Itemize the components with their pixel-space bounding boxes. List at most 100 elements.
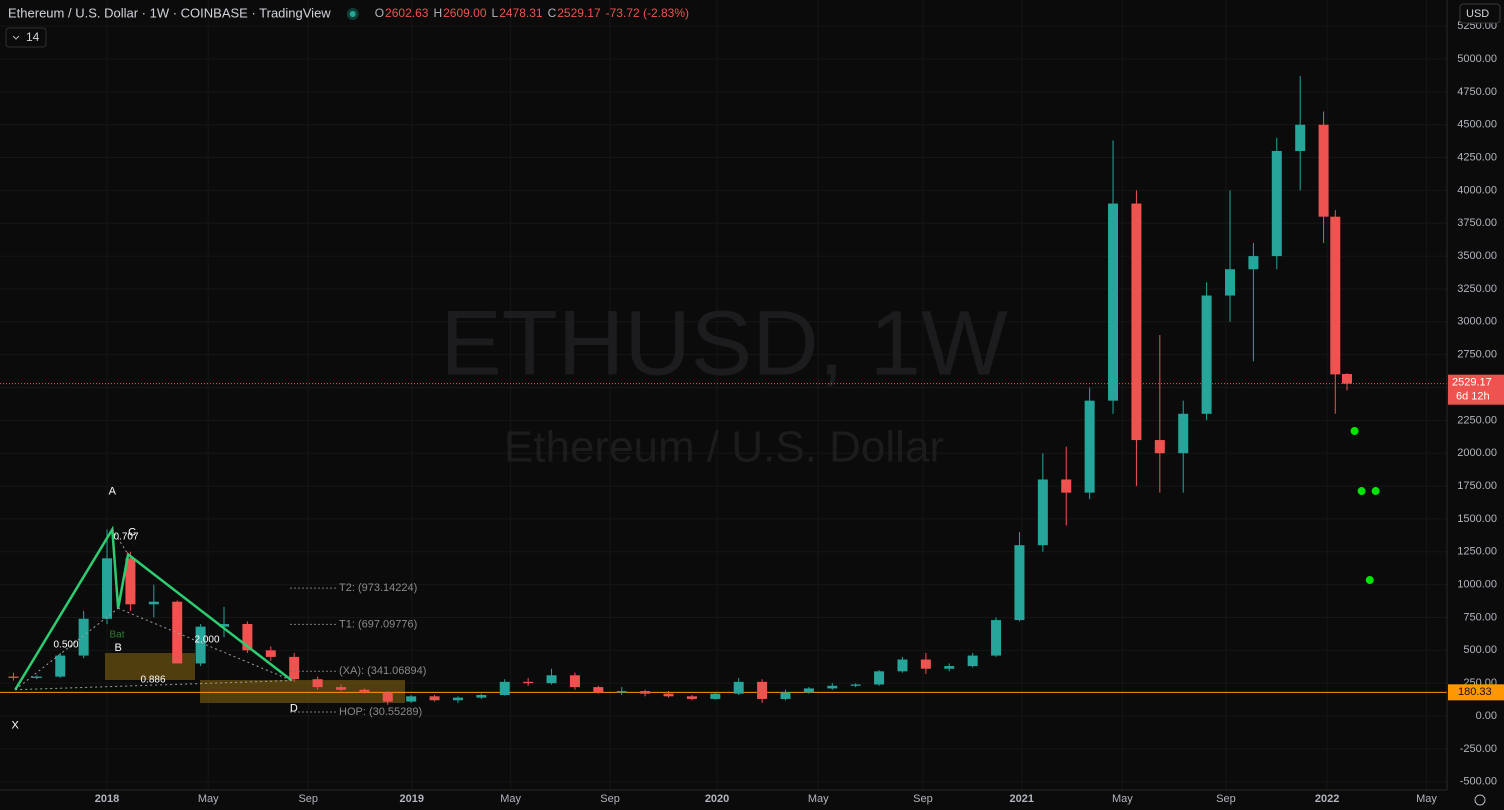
candle-body [733,681,744,694]
candle-body [31,676,42,678]
ohlc-value: 2609.00 [443,6,487,20]
y-tick-label: 4000.00 [1457,184,1497,196]
candle-body [242,624,253,651]
ohlc-key: C [548,6,557,20]
candle-body [335,687,346,690]
candle-body [499,681,510,695]
candle-body [312,679,323,688]
y-tick-label: -250.00 [1460,743,1497,755]
y-tick-label: 5000.00 [1457,53,1497,65]
level-label: 180.33 [1458,686,1492,698]
pattern-point-label: C [128,526,136,538]
pattern-ratio-line [14,607,119,691]
signal-dot [1357,487,1366,496]
candle-body [382,692,393,702]
candle-body [803,688,814,693]
candle-body [102,558,113,619]
candle-body [1131,203,1142,441]
y-tick-label: 3250.00 [1457,283,1497,295]
x-tick-label: May [808,793,829,805]
y-tick-label: 500.00 [1463,644,1497,656]
level-tag [1448,684,1504,701]
y-tick-label: 2000.00 [1457,447,1497,459]
candle-body [172,601,183,664]
last-price-tag [1448,374,1504,405]
x-tick-label: Sep [298,793,318,805]
candle-body [8,676,19,678]
candle-body [991,620,1002,656]
candle-body [289,656,300,680]
candle-body [850,684,861,686]
candle-body [78,618,89,656]
y-tick-label: 2250.00 [1457,414,1497,426]
candle-body [663,693,674,697]
candle-body [1330,216,1341,375]
y-tick-label: 1750.00 [1457,480,1497,492]
y-tick-label: 3500.00 [1457,250,1497,262]
candle-body [1201,295,1212,414]
x-tick-label: 2022 [1315,793,1339,805]
candle-body [1178,413,1189,454]
chevron-icon [12,35,20,40]
candle-body [1037,479,1048,546]
x-tick-label: 2019 [400,793,424,805]
candle-body [897,659,908,672]
currency-button[interactable] [1459,3,1501,24]
y-tick-label: 0.00 [1476,710,1497,722]
countdown-label: 6d 12h [1456,391,1490,403]
candle-body [1248,256,1259,270]
candle-body [640,691,651,694]
y-tick-label: 4500.00 [1457,119,1497,131]
pattern-point-label: B [114,642,121,654]
y-tick-label: 2750.00 [1457,349,1497,361]
candle-body [359,689,370,693]
ohlc-value: 2602.63 [385,6,429,20]
y-tick-label: 3000.00 [1457,316,1497,328]
ohlc-key: O [375,6,384,20]
candle-body [1318,124,1329,217]
pattern-ratio-label: 0.886 [140,675,165,686]
pattern-ratio-label: 0.707 [113,532,138,543]
y-tick-label: 750.00 [1463,611,1497,623]
candle-body [1295,124,1306,151]
candle-body [1014,545,1025,621]
x-tick-label: Sep [913,793,933,805]
candle-body [616,691,627,693]
x-tick-label: Sep [600,793,620,805]
pattern-ratio-label: 0.500 [53,640,78,651]
pattern-ratio-label: 2.000 [194,635,219,646]
candle-body [195,626,206,664]
pattern-zone [200,680,405,703]
candle-body [757,681,768,699]
indicator-button[interactable] [5,27,47,48]
candle-body [1061,479,1072,493]
x-tick-label: May [1112,793,1133,805]
candle-body [1271,150,1282,257]
watermark-subtitle: Ethereum / U.S. Dollar [504,423,944,472]
candle-body [265,650,276,657]
signal-dot [1371,487,1380,496]
candle-body [546,675,557,684]
x-tick-label: Sep [1216,793,1236,805]
candle-body [710,693,721,699]
candle-body [780,692,791,699]
candle-body [219,624,230,627]
symbol-title: Ethereum / U.S. Dollar · 1W · COINBASE ·… [8,5,331,20]
pattern-ratio-line [15,680,292,691]
y-tick-label: 1250.00 [1457,546,1497,558]
candle-body [593,687,604,693]
candle-body [1225,269,1236,296]
candle-body [452,697,463,701]
target-label: (XA): (341.06894) [339,665,426,677]
indicator-count: 14 [26,30,40,44]
ohlc-value: 2478.31 [499,6,543,20]
pattern-name: Bat [109,630,124,641]
settings-icon[interactable] [1474,794,1486,806]
price-change: -73.72 (-2.83%) [606,6,689,20]
candle-body [406,696,417,702]
x-tick-label: May [198,793,219,805]
pattern-point-label: X [12,720,20,732]
candle-body [148,601,159,605]
ohlc-key: L [492,6,499,20]
candle-body [55,655,66,677]
